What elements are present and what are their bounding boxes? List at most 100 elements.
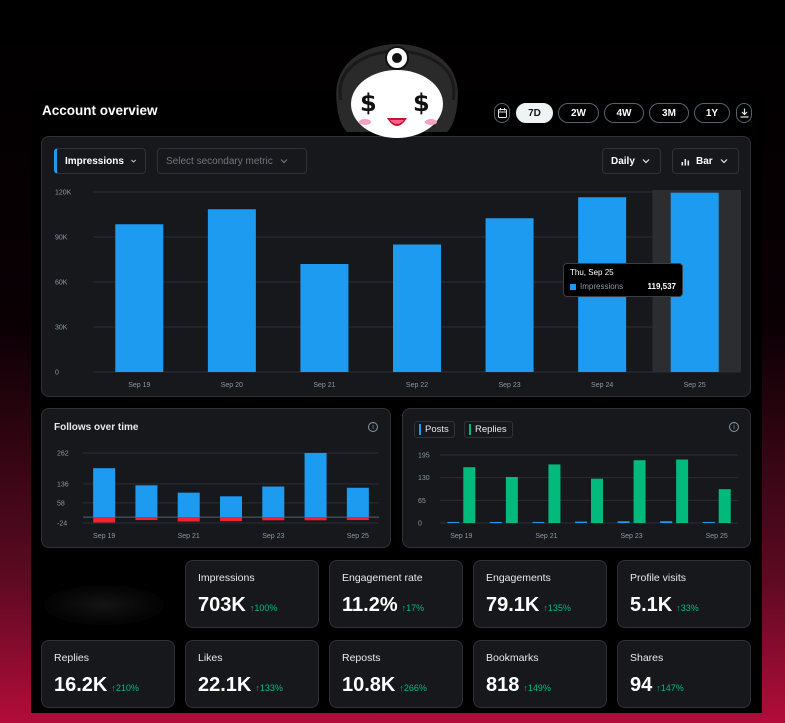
bar-unfollows[interactable]: [220, 517, 242, 522]
metric-change: ↑33%: [676, 603, 699, 613]
bar-follows[interactable]: [177, 492, 200, 518]
interval-dropdown[interactable]: Daily: [602, 148, 661, 174]
posts-legend-chip[interactable]: Posts: [414, 421, 455, 438]
x-tick-label: Sep 20: [221, 382, 243, 389]
bar-follows[interactable]: [135, 485, 158, 518]
metric-card-impressions[interactable]: Impressions 703K ↑100%: [185, 560, 319, 628]
posts-replies-bar-chart: 0 65 130 195 Sep 19 Sep 21 Sep 23 Sep 25: [418, 453, 738, 540]
y-tick-label: 195: [418, 453, 430, 460]
metric-card-shares[interactable]: Shares 94 ↑147%: [617, 640, 751, 708]
page-title: Account overview: [42, 103, 158, 118]
bar-unfollows[interactable]: [93, 517, 116, 523]
bar-replies[interactable]: [633, 460, 646, 523]
replies-legend-chip[interactable]: Replies: [464, 421, 513, 438]
secondary-metric-placeholder: Select secondary metric: [166, 155, 273, 167]
metric-label: Bookmarks: [486, 652, 539, 664]
metric-change: ↑149%: [523, 683, 551, 693]
replies-swatch: [469, 424, 471, 435]
follows-bar-chart: -24 58 136 262 Sep 19 Sep 21 Sep 23 Sep 25: [57, 451, 379, 540]
x-tick-label: Sep 21: [178, 533, 200, 540]
metric-card-engagement-rate[interactable]: Engagement rate 11.2% ↑17%: [329, 560, 463, 628]
bar-replies[interactable]: [718, 489, 731, 523]
bar-posts[interactable]: [447, 521, 460, 523]
bar-posts[interactable]: [575, 521, 587, 523]
bar-follows[interactable]: [93, 468, 116, 518]
range-1y-button[interactable]: 1Y: [694, 103, 730, 123]
bar-replies[interactable]: [505, 476, 518, 523]
x-tick-label: Sep 25: [706, 533, 728, 540]
primary-metric-dropdown[interactable]: Impressions: [54, 148, 146, 174]
bar-replies[interactable]: [591, 478, 603, 523]
bar-follows[interactable]: [220, 496, 242, 518]
info-icon[interactable]: i: [729, 422, 739, 432]
secondary-metric-dropdown[interactable]: Select secondary metric: [157, 148, 307, 174]
download-icon: [740, 108, 748, 118]
metric-change: ↑100%: [249, 603, 278, 613]
bar-posts[interactable]: [702, 521, 715, 523]
bar-unfollows[interactable]: [177, 517, 200, 522]
bar-impressions[interactable]: [485, 218, 534, 372]
bar-unfollows[interactable]: [346, 517, 369, 521]
chart-type-dropdown[interactable]: Bar: [672, 148, 739, 174]
bar-unfollows[interactable]: [135, 517, 158, 521]
y-tick-label: -24: [57, 521, 67, 528]
chevron-down-icon: [720, 159, 728, 164]
x-tick-label: Sep 22: [406, 382, 428, 389]
x-tick-label: Sep 21: [535, 533, 557, 540]
blurred-area: [44, 585, 164, 625]
y-tick-label: 60K: [55, 280, 68, 287]
x-tick-label: Sep 23: [262, 533, 284, 540]
bar-replies[interactable]: [548, 464, 561, 523]
range-2w-button[interactable]: 2W: [558, 103, 599, 123]
tooltip-value: 119,537: [647, 282, 676, 291]
metric-card-likes[interactable]: Likes 22.1K ↑133%: [185, 640, 319, 708]
metric-label: Reposts: [342, 652, 381, 664]
metric-value: 11.2%: [342, 594, 398, 616]
range-3m-button[interactable]: 3M: [649, 103, 689, 123]
follows-title: Follows over time: [54, 422, 139, 433]
chevron-down-icon: [642, 159, 650, 164]
bar-follows[interactable]: [262, 486, 285, 518]
download-button[interactable]: [736, 103, 752, 123]
metric-value: 818: [486, 674, 520, 696]
bar-replies[interactable]: [463, 467, 476, 523]
metric-label: Replies: [54, 652, 90, 664]
calendar-button[interactable]: [494, 103, 510, 123]
chevron-down-icon: [131, 159, 136, 163]
metric-card-bookmarks[interactable]: Bookmarks 818 ↑149%: [473, 640, 607, 708]
x-tick-label: Sep 23: [620, 533, 642, 540]
range-4w-button[interactable]: 4W: [604, 103, 644, 123]
info-icon[interactable]: i: [368, 422, 378, 432]
x-tick-label: Sep 19: [450, 533, 472, 540]
y-tick-label: 130: [418, 475, 430, 482]
metric-label: Engagements: [486, 572, 551, 584]
y-tick-label: 0: [418, 521, 422, 528]
x-tick-label: Sep 19: [93, 533, 115, 540]
bar-posts[interactable]: [489, 521, 502, 523]
bar-unfollows[interactable]: [304, 517, 327, 521]
bar-posts[interactable]: [617, 521, 630, 523]
y-tick-label: 136: [57, 481, 69, 488]
metric-card-engagements[interactable]: Engagements 79.1K ↑135%: [473, 560, 607, 628]
posts-swatch: [419, 424, 421, 435]
bar-follows[interactable]: [346, 487, 369, 518]
x-tick-label: Sep 19: [128, 382, 150, 389]
bar-impressions[interactable]: [115, 224, 164, 372]
metric-label: Profile visits: [630, 572, 687, 584]
x-tick-label: Sep 25: [347, 533, 369, 540]
bar-unfollows[interactable]: [262, 517, 285, 521]
bar-impressions[interactable]: [393, 244, 441, 373]
bar-follows[interactable]: [304, 453, 327, 518]
range-7d-button[interactable]: 7D: [516, 103, 553, 123]
bar-replies[interactable]: [676, 459, 689, 523]
metric-change: ↑17%: [401, 603, 425, 613]
metric-card-replies[interactable]: Replies 16.2K ↑210%: [41, 640, 175, 708]
bar-impressions[interactable]: [300, 264, 349, 372]
bar-posts[interactable]: [532, 521, 545, 523]
metric-card-reposts[interactable]: Reposts 10.8K ↑266%: [329, 640, 463, 708]
metric-card-profile-visits[interactable]: Profile visits 5.1K ↑33%: [617, 560, 751, 628]
metric-change: ↑147%: [656, 683, 684, 693]
bar-posts[interactable]: [660, 521, 673, 523]
chart-tooltip: Thu, Sep 25 Impressions 119,537: [563, 263, 683, 297]
bar-impressions[interactable]: [207, 209, 256, 372]
